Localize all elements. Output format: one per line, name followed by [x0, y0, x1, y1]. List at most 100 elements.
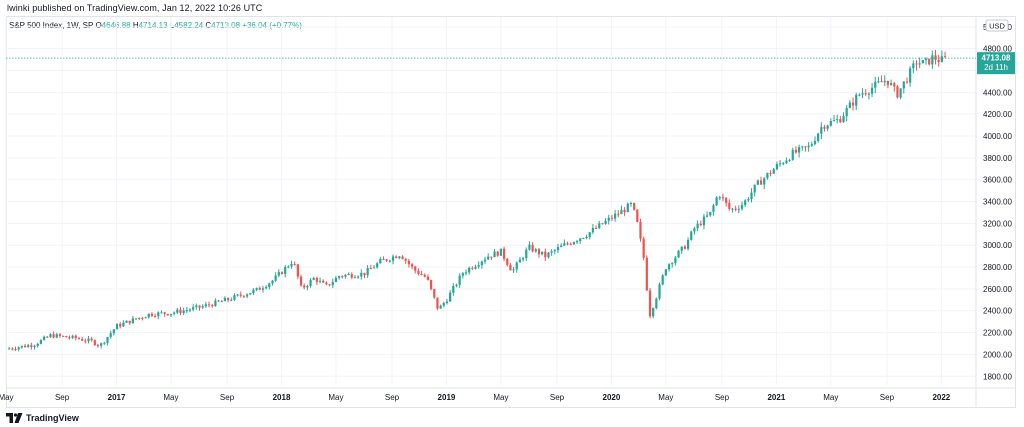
candle-body[interactable]: [804, 146, 807, 148]
candle-body[interactable]: [528, 244, 531, 250]
candle-body[interactable]: [163, 312, 166, 314]
candle-body[interactable]: [915, 63, 918, 65]
candle-body[interactable]: [58, 334, 62, 336]
candle-body[interactable]: [369, 268, 372, 270]
candle-body[interactable]: [61, 335, 65, 337]
candle-body[interactable]: [817, 133, 820, 142]
candle-body[interactable]: [899, 88, 902, 98]
candle-body[interactable]: [211, 305, 214, 307]
candle-body[interactable]: [417, 270, 420, 274]
candle-body[interactable]: [33, 345, 36, 347]
candle-body[interactable]: [112, 329, 115, 334]
candle-body[interactable]: [769, 173, 772, 175]
candle-body[interactable]: [569, 243, 572, 245]
candle-body[interactable]: [347, 274, 350, 276]
candle-body[interactable]: [861, 93, 864, 95]
candle-body[interactable]: [274, 275, 277, 281]
candle-body[interactable]: [648, 290, 652, 317]
candle-body[interactable]: [924, 58, 928, 60]
candle-body[interactable]: [226, 298, 230, 301]
candle-body[interactable]: [150, 313, 154, 316]
candle-body[interactable]: [71, 335, 74, 338]
candle-body[interactable]: [934, 55, 937, 60]
candle-body[interactable]: [499, 248, 503, 256]
candle-body[interactable]: [306, 285, 309, 288]
candle-body[interactable]: [826, 125, 829, 129]
symbol-label[interactable]: S&P 500 Index, 1W, SP: [9, 21, 94, 30]
candle-body[interactable]: [138, 317, 141, 319]
candle-body[interactable]: [607, 217, 610, 221]
candle-body[interactable]: [633, 202, 636, 210]
candle-body[interactable]: [683, 246, 687, 249]
candle-body[interactable]: [712, 205, 715, 212]
candle-body[interactable]: [322, 280, 325, 283]
candle-body[interactable]: [601, 223, 604, 225]
currency-badge[interactable]: [985, 19, 1009, 32]
candle-body[interactable]: [157, 312, 160, 317]
candle-body[interactable]: [410, 264, 414, 267]
candle-body[interactable]: [715, 197, 718, 206]
candle-body[interactable]: [645, 257, 648, 291]
candle-body[interactable]: [115, 323, 119, 330]
candle-body[interactable]: [829, 121, 832, 126]
candle-body[interactable]: [195, 305, 198, 308]
candle-body[interactable]: [766, 173, 769, 179]
candle-body[interactable]: [122, 322, 125, 327]
candle-body[interactable]: [372, 267, 376, 269]
candle-body[interactable]: [42, 336, 46, 340]
candle-body[interactable]: [937, 59, 940, 62]
candle-body[interactable]: [563, 243, 566, 246]
candle-body[interactable]: [566, 243, 569, 245]
candle-body[interactable]: [315, 277, 319, 282]
candle-body[interactable]: [188, 309, 192, 311]
candle-body[interactable]: [699, 223, 702, 226]
candle-body[interactable]: [106, 337, 109, 343]
candle-body[interactable]: [407, 260, 411, 265]
candle-body[interactable]: [525, 249, 528, 259]
candle-body[interactable]: [550, 251, 553, 253]
candle-body[interactable]: [512, 269, 515, 271]
candle-body[interactable]: [886, 80, 890, 85]
candle-body[interactable]: [747, 199, 750, 201]
candle-body[interactable]: [128, 320, 131, 324]
candle-body[interactable]: [858, 94, 861, 96]
candle-body[interactable]: [874, 81, 877, 88]
candle-body[interactable]: [521, 258, 525, 260]
candle-body[interactable]: [325, 282, 328, 285]
candle-body[interactable]: [864, 93, 867, 95]
candle-body[interactable]: [813, 141, 817, 145]
candle-body[interactable]: [896, 86, 899, 98]
candle-body[interactable]: [100, 343, 103, 346]
candle-body[interactable]: [388, 260, 391, 262]
candle-body[interactable]: [636, 209, 639, 222]
candle-body[interactable]: [778, 163, 782, 165]
candle-body[interactable]: [750, 192, 753, 200]
candle-body[interactable]: [553, 250, 556, 252]
candle-body[interactable]: [686, 239, 690, 249]
candle-body[interactable]: [626, 203, 629, 213]
candle-body[interactable]: [912, 63, 915, 69]
candle-body[interactable]: [851, 102, 855, 106]
candle-body[interactable]: [395, 256, 398, 259]
candle-body[interactable]: [96, 345, 100, 347]
candle-body[interactable]: [617, 213, 620, 215]
candle-body[interactable]: [20, 345, 23, 348]
candle-body[interactable]: [782, 163, 785, 165]
candle-body[interactable]: [14, 349, 17, 351]
candle-body[interactable]: [667, 264, 671, 270]
candle-body[interactable]: [245, 294, 249, 297]
candle-body[interactable]: [518, 259, 522, 263]
candle-body[interactable]: [639, 221, 642, 239]
candle-body[interactable]: [255, 287, 258, 290]
candle-body[interactable]: [928, 58, 931, 65]
candle-body[interactable]: [93, 340, 96, 346]
candle-body[interactable]: [236, 294, 239, 296]
candle-body[interactable]: [179, 309, 182, 313]
candle-body[interactable]: [436, 297, 439, 309]
candle-body[interactable]: [36, 343, 39, 346]
candle-body[interactable]: [27, 345, 30, 348]
candle-body[interactable]: [258, 287, 261, 290]
candle-body[interactable]: [880, 81, 883, 83]
candle-body[interactable]: [353, 277, 357, 279]
candle-body[interactable]: [131, 318, 135, 324]
